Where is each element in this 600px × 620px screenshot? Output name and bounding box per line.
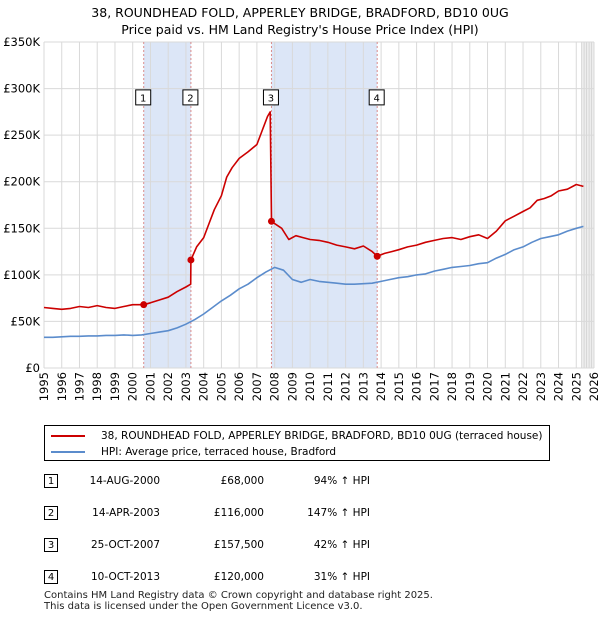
series-lines: [43, 111, 584, 339]
x-tick-label: 2008: [268, 372, 282, 401]
y-tick-label: £150K: [3, 221, 40, 235]
row-price: £120,000: [213, 571, 264, 583]
legend-label-property: 38, ROUNDHEAD FOLD, APPERLEY BRIDGE, BRA…: [101, 430, 543, 442]
marker-label-3: 3: [268, 93, 274, 104]
table-row: 2 14-APR-2003 £116,000 147% ↑ HPI: [44, 506, 444, 522]
marker-box-2: [182, 89, 199, 106]
footer-copyright: Contains HM Land Registry data © Crown c…: [44, 590, 433, 601]
table-row: 1 14-AUG-2000 £68,000 94% ↑ HPI: [44, 474, 444, 490]
legend-item-hpi: HPI: Average price, terraced house, Brad…: [51, 444, 336, 460]
marker-box-1: [135, 89, 152, 106]
row-number: 2: [44, 506, 58, 520]
x-tick-label: 1996: [55, 372, 69, 401]
y-axis-ticks: £0 £50K £100K £150K £200K £250K £300K £350K: [3, 35, 40, 375]
series-property: [43, 111, 584, 311]
x-tick-label: 2003: [179, 372, 193, 401]
x-tick-label: 1999: [108, 372, 122, 401]
table-row: 4 10-OCT-2013 £120,000 31% ↑ HPI: [44, 570, 444, 586]
title-line-1: 38, ROUNDHEAD FOLD, APPERLEY BRIDGE, BRA…: [91, 5, 509, 20]
row-price: £116,000: [213, 507, 264, 519]
row-number: 1: [44, 474, 58, 488]
row-date: 14-AUG-2000: [89, 475, 160, 487]
y-tick-label: £250K: [3, 128, 40, 142]
x-tick-label: 2010: [303, 372, 317, 401]
row-hpi: 94% ↑ HPI: [313, 475, 370, 487]
marker-label-1: 1: [140, 93, 146, 104]
legend-swatch-property: [51, 435, 85, 437]
y-tick-label: £200K: [3, 175, 40, 189]
sale-point-3: [267, 217, 275, 225]
x-axis-ticks: 1995 1996 1997 1998 1999 2000 2001 2002 2003 2004…: [37, 372, 600, 401]
footer: Contains HM Land Registry data © Crown c…: [44, 590, 433, 612]
legend-swatch-hpi: [51, 451, 85, 453]
sale-point-2: [187, 256, 195, 264]
grid-lines: [43, 41, 595, 369]
x-tick-label: 2026: [587, 372, 600, 401]
row-hpi: 147% ↑ HPI: [307, 507, 370, 519]
x-tick-label: 2025: [569, 372, 583, 401]
legend-item-property: 38, ROUNDHEAD FOLD, APPERLEY BRIDGE, BRA…: [51, 428, 543, 444]
x-tick-label: 1995: [37, 372, 51, 401]
x-tick-label: 2015: [392, 372, 406, 401]
marker-box-3: [262, 89, 279, 106]
row-price: £157,500: [213, 539, 264, 551]
shaded-span: [271, 42, 378, 368]
x-tick-label: 2014: [374, 372, 388, 401]
x-tick-label: 2006: [232, 372, 246, 401]
y-tick-label: £300K: [3, 82, 40, 96]
marker-label-2: 2: [187, 93, 193, 104]
footer-licence: This data is licensed under the Open Gov…: [44, 601, 363, 612]
x-tick-label: 2019: [463, 372, 477, 401]
chart-title: 38, ROUNDHEAD FOLD, APPERLEY BRIDGE, BRA…: [0, 4, 600, 38]
x-tick-label: 2007: [250, 372, 264, 401]
x-tick-label: 2017: [427, 372, 441, 401]
x-tick-label: 2002: [161, 372, 175, 401]
row-date: 25-OCT-2007: [91, 539, 160, 551]
x-tick-label: 2005: [214, 372, 228, 401]
y-tick-label: £350K: [3, 35, 40, 49]
x-tick-label: 2023: [534, 372, 548, 401]
x-tick-label: 2021: [498, 372, 512, 401]
row-hpi: 42% ↑ HPI: [313, 539, 370, 551]
row-date: 14-APR-2003: [92, 507, 160, 519]
y-tick-label: £50K: [11, 314, 41, 328]
x-tick-label: 2011: [321, 372, 335, 401]
x-tick-label: 2024: [552, 372, 566, 401]
x-tick-label: 2009: [285, 372, 299, 401]
x-tick-label: 2020: [481, 372, 495, 401]
sale-point-4: [373, 252, 381, 260]
price-chart: 1 2 3 4 £0 £50K £100K £150K £200K £250K £300K £350…: [3, 35, 600, 401]
x-tick-label: 2013: [356, 372, 370, 401]
legend-label-hpi: HPI: Average price, terraced house, Brad…: [101, 446, 337, 458]
x-tick-label: 2000: [126, 372, 140, 401]
x-tick-label: 2016: [410, 372, 424, 401]
x-tick-label: 2022: [516, 372, 530, 401]
x-tick-label: 1998: [90, 372, 104, 401]
sale-point-1: [140, 301, 148, 309]
table-row: 3 25-OCT-2007 £157,500 42% ↑ HPI: [44, 538, 444, 554]
x-tick-label: 2001: [143, 372, 157, 401]
marker-box-4: [368, 89, 385, 106]
x-tick-label: 2012: [339, 372, 353, 401]
row-hpi: 31% ↑ HPI: [313, 571, 370, 583]
row-date: 10-OCT-2013: [91, 571, 160, 583]
series-hpi: [44, 225, 584, 339]
x-tick-label: 1997: [73, 372, 87, 401]
row-price: £68,000: [220, 475, 264, 487]
row-number: 4: [44, 570, 58, 584]
x-tick-label: 2018: [445, 372, 459, 401]
legend: 38, ROUNDHEAD FOLD, APPERLEY BRIDGE, BRA…: [44, 425, 550, 461]
y-tick-label: £0: [25, 361, 40, 375]
row-number: 3: [44, 538, 58, 552]
x-tick-label: 2004: [197, 372, 211, 401]
transaction-markers: 1 2 3 4: [135, 89, 385, 309]
title-line-2: Price paid vs. HM Land Registry's House …: [121, 22, 479, 37]
y-tick-label: £100K: [3, 268, 40, 282]
marker-label-4: 4: [374, 93, 380, 104]
future-region: [581, 42, 594, 368]
